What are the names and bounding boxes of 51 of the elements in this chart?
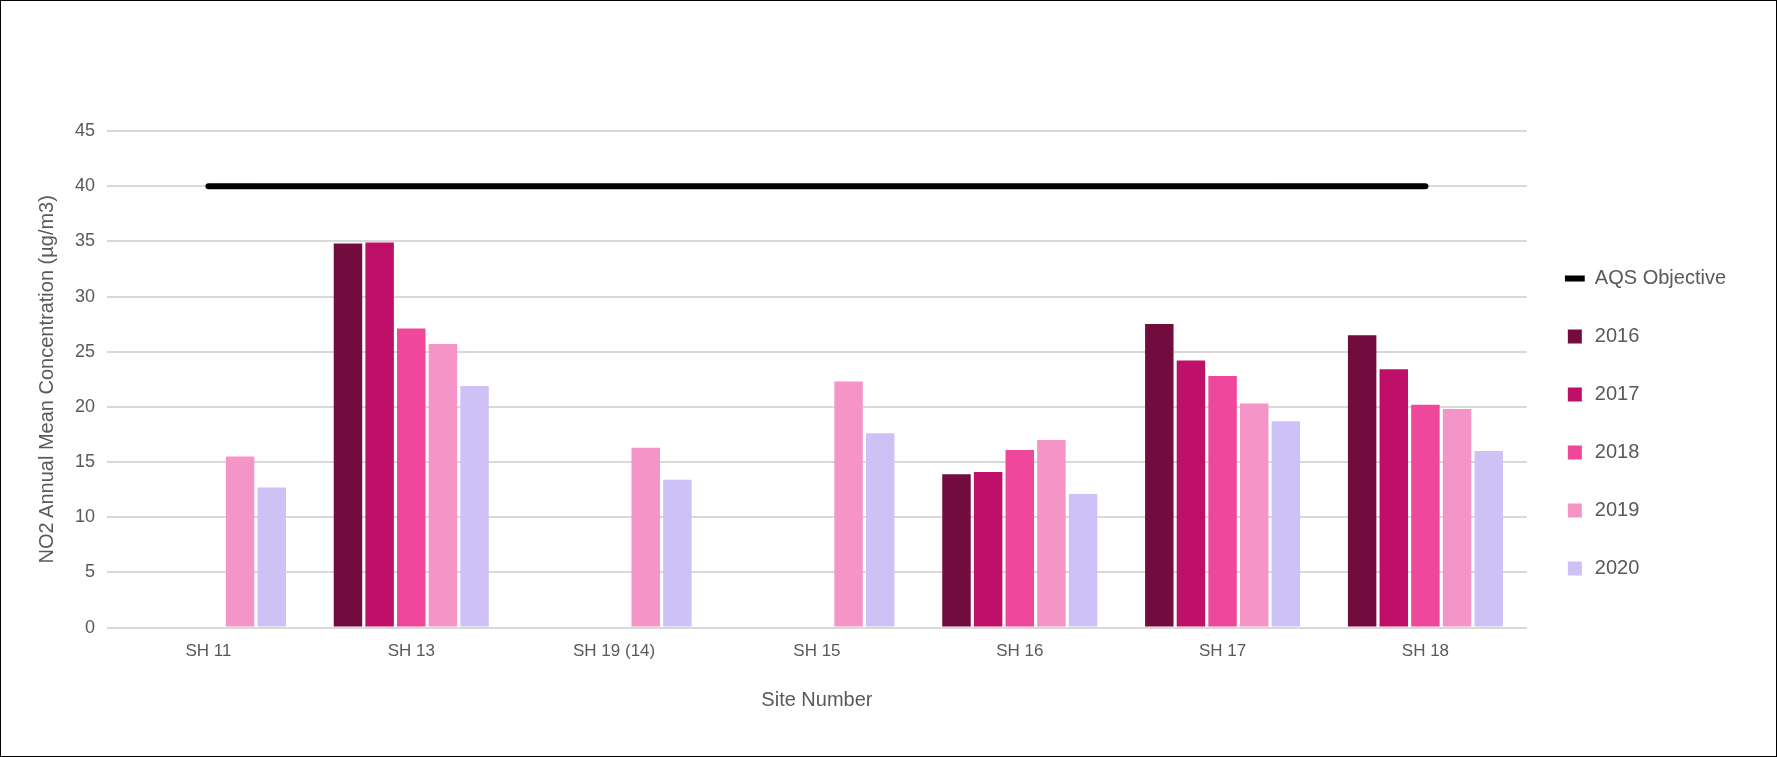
bar bbox=[663, 479, 692, 627]
y-tick-label: 30 bbox=[74, 285, 96, 306]
bar bbox=[973, 472, 1003, 627]
x-tick-label: SH 15 bbox=[793, 641, 841, 661]
bar bbox=[1037, 440, 1066, 627]
y-tick-label: 25 bbox=[74, 340, 96, 361]
x-tick-label: SH 11 bbox=[185, 641, 232, 661]
bar bbox=[865, 433, 895, 627]
bar bbox=[1442, 409, 1472, 627]
x-tick-label: SH 17 bbox=[1198, 641, 1247, 661]
y-tick-label: 20 bbox=[74, 395, 96, 416]
x-tick-label: SH 13 bbox=[387, 641, 435, 661]
x-tick-label: SH 18 bbox=[1401, 641, 1450, 661]
legend-label: 2018 bbox=[1594, 440, 1640, 463]
legend-label: 2019 bbox=[1594, 498, 1640, 521]
bar bbox=[1208, 375, 1237, 627]
y-tick-label: 40 bbox=[74, 175, 96, 196]
x-axis-title: Site Number bbox=[761, 687, 873, 710]
bar bbox=[1347, 335, 1377, 627]
bar bbox=[397, 328, 426, 627]
legend-label: 2016 bbox=[1594, 324, 1640, 347]
y-tick-label: 35 bbox=[74, 230, 96, 251]
x-tick-label: SH 16 bbox=[996, 641, 1044, 661]
bar bbox=[631, 447, 660, 627]
y-tick-label: 45 bbox=[74, 119, 96, 140]
bar bbox=[1176, 360, 1206, 627]
y-axis-title: NO2 Annual Mean Concentration (µg/m3) bbox=[34, 195, 57, 564]
bar bbox=[1068, 494, 1098, 627]
bar bbox=[1239, 403, 1269, 627]
legend-label: 2017 bbox=[1594, 382, 1640, 405]
bar bbox=[834, 381, 863, 627]
x-tick-label: SH 19 (14) bbox=[573, 641, 656, 661]
y-tick-label: 5 bbox=[85, 561, 96, 582]
bar bbox=[428, 343, 458, 627]
y-tick-label: 0 bbox=[85, 616, 96, 637]
bar bbox=[1145, 324, 1174, 627]
bar bbox=[1271, 421, 1301, 627]
bar bbox=[365, 242, 394, 627]
legend-label: 2020 bbox=[1594, 556, 1640, 579]
bar bbox=[1474, 451, 1503, 627]
bar bbox=[225, 456, 255, 627]
bar bbox=[460, 385, 489, 627]
bar bbox=[1379, 369, 1409, 627]
bar bbox=[1411, 404, 1440, 627]
y-tick-label: 15 bbox=[74, 451, 96, 472]
y-tick-label: 10 bbox=[74, 506, 96, 527]
bar bbox=[333, 243, 363, 627]
bar bbox=[1005, 449, 1034, 627]
bar bbox=[257, 487, 286, 627]
bar bbox=[942, 474, 971, 627]
legend-label: AQS Objective bbox=[1594, 266, 1727, 289]
